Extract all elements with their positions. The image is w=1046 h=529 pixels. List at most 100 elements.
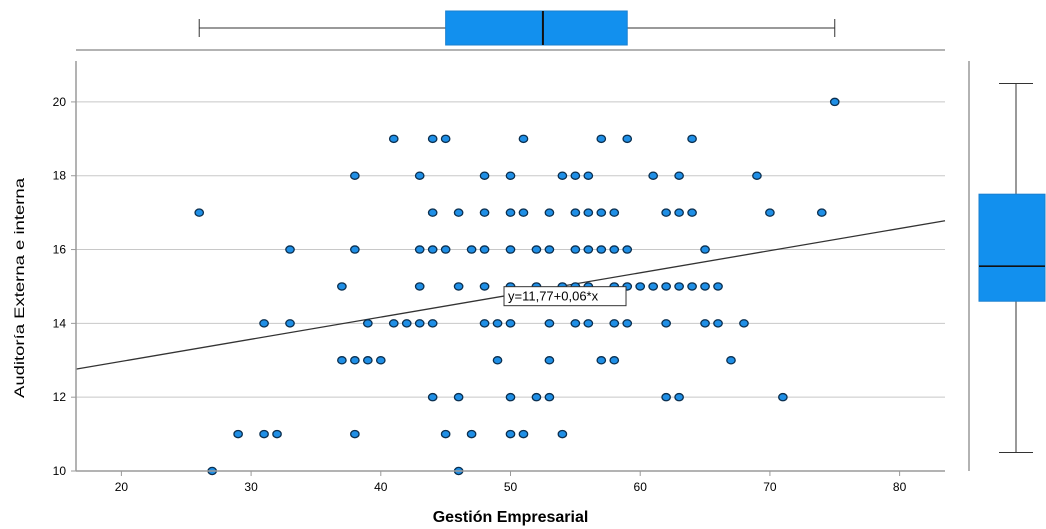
data-point	[570, 319, 581, 328]
data-point	[194, 208, 205, 217]
data-point	[479, 319, 490, 328]
data-point	[531, 392, 542, 402]
data-point	[440, 429, 451, 439]
data-point	[622, 245, 633, 254]
data-point	[557, 429, 568, 439]
data-point	[285, 319, 295, 328]
data-point	[661, 319, 671, 328]
y-box-body	[978, 193, 1046, 302]
data-point	[570, 171, 581, 180]
data-point	[596, 208, 607, 217]
data-point	[505, 245, 516, 254]
x-tick-label: 60	[634, 480, 648, 494]
data-point	[350, 356, 360, 365]
data-point	[661, 392, 671, 402]
data-point	[674, 392, 684, 402]
data-point	[414, 171, 425, 180]
data-point	[440, 134, 451, 144]
data-point	[233, 429, 243, 439]
data-point	[531, 245, 542, 254]
data-point	[609, 245, 620, 254]
data-point	[609, 356, 620, 365]
fit-equation-box	[503, 286, 627, 307]
y-tick-label: 16	[53, 243, 67, 257]
data-point	[778, 392, 788, 402]
fit-equation: y=11,77+0,06*x	[508, 289, 599, 304]
labels: y=11,77+0,06*x Gestión Empresarial Audit…	[11, 178, 627, 526]
data-point	[713, 282, 723, 291]
y-tick-label: 12	[53, 390, 67, 404]
data-point	[505, 429, 516, 439]
data-point	[583, 319, 594, 328]
data-point	[596, 134, 607, 144]
data-point	[414, 282, 425, 291]
data-point	[544, 208, 555, 217]
data-point	[635, 282, 646, 291]
data-point	[674, 282, 684, 291]
data-point	[596, 245, 607, 254]
data-point	[427, 208, 438, 217]
data-point	[479, 282, 490, 291]
data-point	[816, 208, 827, 217]
y-tick-label: 10	[53, 464, 67, 478]
data-point	[492, 356, 503, 365]
data-point	[700, 245, 710, 254]
data-point	[427, 392, 438, 402]
data-point	[414, 319, 425, 328]
data-point	[285, 245, 295, 254]
data-point	[648, 171, 659, 180]
x-axis-label: Gestión Empresarial	[433, 509, 589, 526]
data-point	[453, 392, 464, 402]
data-point	[505, 319, 516, 328]
data-point	[829, 97, 840, 107]
data-point	[687, 208, 697, 217]
data-point	[505, 392, 516, 402]
data-point	[259, 319, 269, 328]
x-tick-label: 40	[374, 480, 388, 494]
data-point	[622, 319, 633, 328]
data-point	[388, 319, 399, 328]
data-point	[687, 134, 697, 144]
data-point	[427, 134, 438, 144]
x-box-body	[445, 10, 628, 46]
data-point	[427, 319, 438, 328]
data-point	[726, 356, 736, 365]
x-tick-label: 50	[504, 480, 518, 494]
data-point	[622, 134, 633, 144]
data-point	[505, 171, 516, 180]
x-tick-label: 80	[893, 480, 907, 494]
axes: 10 12 14 16 18 20 20 30 40 50 60 70 80	[53, 61, 945, 494]
x-tick-label: 30	[244, 480, 258, 494]
data-point	[596, 356, 607, 365]
data-point	[570, 245, 581, 254]
data-point	[362, 319, 373, 328]
x-tick-label: 70	[763, 480, 777, 494]
data-point	[544, 245, 555, 254]
data-point	[440, 245, 451, 254]
data-point	[337, 356, 347, 365]
data-point	[453, 282, 464, 291]
data-point	[427, 245, 438, 254]
data-point	[259, 429, 269, 439]
data-point	[583, 171, 594, 180]
data-point	[453, 208, 464, 217]
data-point	[350, 429, 360, 439]
data-point	[466, 429, 477, 439]
data-point	[687, 282, 697, 291]
data-point	[713, 319, 723, 328]
data-point	[505, 208, 516, 217]
data-point	[765, 208, 775, 217]
data-point	[661, 208, 671, 217]
data-point	[752, 171, 762, 180]
data-point	[544, 356, 555, 365]
data-point	[544, 319, 555, 328]
data-point	[674, 171, 684, 180]
data-point	[648, 282, 659, 291]
data-point	[479, 171, 490, 180]
data-point	[362, 356, 373, 365]
y-axis-label: Auditoría Externa e interna	[11, 178, 27, 398]
data-point	[388, 134, 399, 144]
data-point	[272, 429, 282, 439]
x-marginal-boxplot	[76, 10, 945, 51]
data-point	[479, 208, 490, 217]
